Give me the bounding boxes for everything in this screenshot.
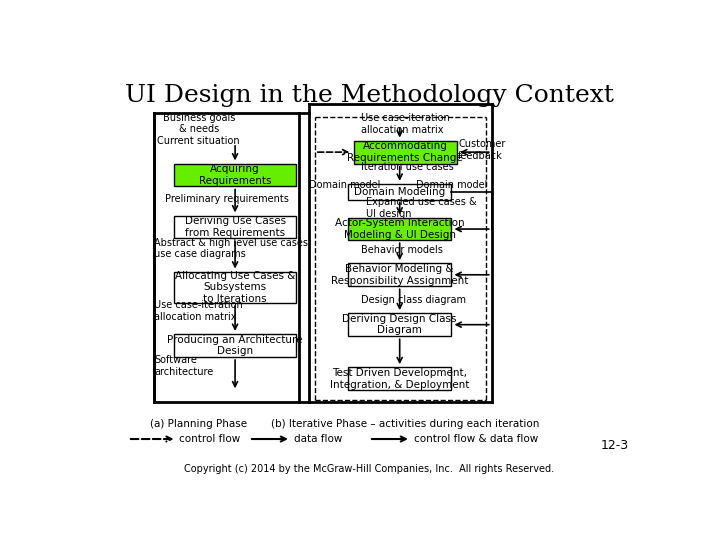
Text: Use case-iteration
allocation matrix: Use case-iteration allocation matrix — [154, 300, 243, 322]
Text: UI Design in the Methodology Context: UI Design in the Methodology Context — [125, 84, 613, 106]
FancyBboxPatch shape — [174, 334, 297, 357]
Text: Deriving Design Class
Diagram: Deriving Design Class Diagram — [343, 314, 457, 335]
Text: Business goals
& needs
Current situation: Business goals & needs Current situation — [158, 113, 240, 146]
Text: Expanded use cases &
UI design: Expanded use cases & UI design — [366, 198, 477, 219]
Text: 12-3: 12-3 — [600, 439, 629, 452]
Text: control flow: control flow — [179, 434, 240, 444]
Text: Domain model: Domain model — [416, 180, 488, 191]
Text: Accommodating
Requirements Change: Accommodating Requirements Change — [347, 141, 463, 163]
FancyBboxPatch shape — [348, 184, 451, 199]
Text: Abstract & high level use cases,
use case diagrams: Abstract & high level use cases, use cas… — [154, 238, 311, 259]
Text: data flow: data flow — [294, 434, 342, 444]
Text: (b) Iterative Phase – activities during each iteration: (b) Iterative Phase – activities during … — [271, 420, 539, 429]
Text: Behavior Modeling &
Responsibility Assignment: Behavior Modeling & Responsibility Assig… — [331, 264, 469, 286]
Text: Design class diagram: Design class diagram — [361, 295, 466, 305]
Text: (a) Planning Phase: (a) Planning Phase — [150, 420, 248, 429]
Text: Preliminary requirements: Preliminary requirements — [166, 194, 289, 204]
FancyBboxPatch shape — [354, 141, 457, 164]
Text: Allocating Use Cases &
Subsystems
to Iterations: Allocating Use Cases & Subsystems to Ite… — [175, 271, 295, 304]
FancyBboxPatch shape — [174, 215, 297, 238]
Text: Copyright (c) 2014 by the McGraw-Hill Companies, Inc.  All rights Reserved.: Copyright (c) 2014 by the McGraw-Hill Co… — [184, 464, 554, 474]
Text: Behavior models: Behavior models — [361, 245, 443, 255]
FancyBboxPatch shape — [174, 272, 297, 303]
FancyBboxPatch shape — [174, 164, 297, 186]
Text: Test Driven Development,
Integration, & Deployment: Test Driven Development, Integration, & … — [330, 368, 469, 389]
Text: Acquiring
Requirements: Acquiring Requirements — [199, 164, 271, 186]
Text: Domain model: Domain model — [310, 180, 381, 191]
Text: Actor-System Interaction
Modeling & UI Design: Actor-System Interaction Modeling & UI D… — [335, 218, 464, 240]
FancyBboxPatch shape — [348, 218, 451, 240]
Text: Iteration use cases: Iteration use cases — [361, 161, 454, 172]
FancyBboxPatch shape — [348, 313, 451, 336]
Text: Domain Modeling: Domain Modeling — [354, 187, 445, 197]
Text: Software
architecture: Software architecture — [154, 355, 213, 377]
Text: Customer
feedback: Customer feedback — [459, 139, 505, 161]
Text: Producing an Architecture
Design: Producing an Architecture Design — [167, 335, 303, 356]
FancyBboxPatch shape — [348, 264, 451, 286]
Text: Use case-iteration
allocation matrix: Use case-iteration allocation matrix — [361, 113, 449, 134]
Text: Deriving Use Cases
from Requirements: Deriving Use Cases from Requirements — [184, 216, 286, 238]
FancyBboxPatch shape — [348, 367, 451, 390]
Text: control flow & data flow: control flow & data flow — [413, 434, 538, 444]
